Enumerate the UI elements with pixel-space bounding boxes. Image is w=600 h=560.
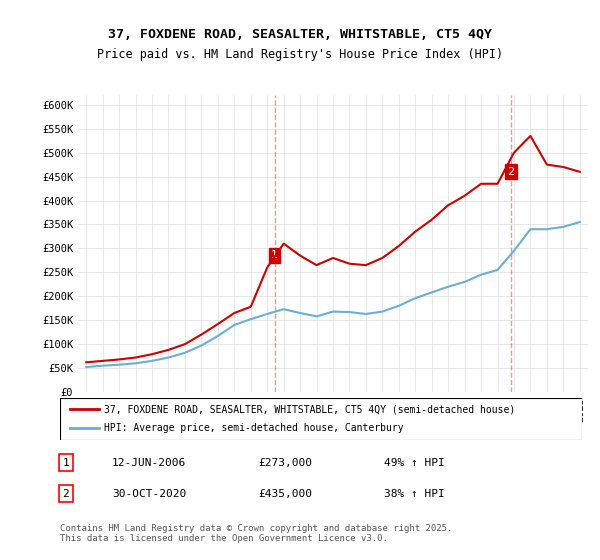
Text: 12-JUN-2006: 12-JUN-2006 bbox=[112, 458, 187, 468]
Text: £273,000: £273,000 bbox=[259, 458, 313, 468]
Text: Price paid vs. HM Land Registry's House Price Index (HPI): Price paid vs. HM Land Registry's House … bbox=[97, 48, 503, 60]
Text: 1: 1 bbox=[62, 458, 70, 468]
Text: 38% ↑ HPI: 38% ↑ HPI bbox=[383, 489, 445, 499]
Text: 49% ↑ HPI: 49% ↑ HPI bbox=[383, 458, 445, 468]
Text: 2: 2 bbox=[508, 166, 515, 176]
Text: 2: 2 bbox=[62, 489, 70, 499]
Text: £435,000: £435,000 bbox=[259, 489, 313, 499]
Text: 37, FOXDENE ROAD, SEASALTER, WHITSTABLE, CT5 4QY (semi-detached house): 37, FOXDENE ROAD, SEASALTER, WHITSTABLE,… bbox=[104, 404, 515, 414]
Text: 1: 1 bbox=[271, 250, 278, 260]
Text: HPI: Average price, semi-detached house, Canterbury: HPI: Average price, semi-detached house,… bbox=[104, 423, 404, 433]
Text: 37, FOXDENE ROAD, SEASALTER, WHITSTABLE, CT5 4QY: 37, FOXDENE ROAD, SEASALTER, WHITSTABLE,… bbox=[108, 28, 492, 41]
Text: Contains HM Land Registry data © Crown copyright and database right 2025.
This d: Contains HM Land Registry data © Crown c… bbox=[60, 524, 452, 543]
Text: 30-OCT-2020: 30-OCT-2020 bbox=[112, 489, 187, 499]
FancyBboxPatch shape bbox=[60, 398, 582, 440]
